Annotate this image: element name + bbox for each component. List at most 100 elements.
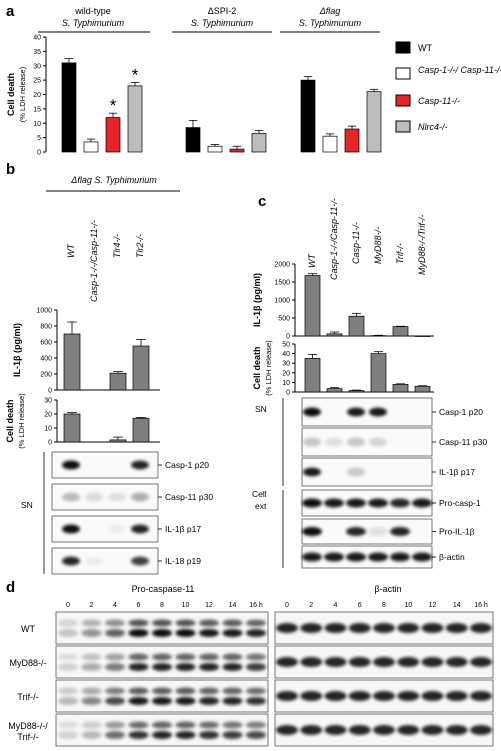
time-label: 16 h xyxy=(249,602,263,609)
y-tick-label: 20 xyxy=(282,370,290,377)
bar xyxy=(370,335,387,337)
blot-band xyxy=(470,691,492,701)
blot-band xyxy=(397,691,420,701)
bar xyxy=(83,141,99,153)
panel-b-column-labels: WT Casp-1-/-/Casp-11-/- Tlr4-/- Tlr2-/- xyxy=(66,220,145,302)
blot-band xyxy=(445,691,468,701)
y-tick-label: 10 xyxy=(33,121,41,128)
blot-band xyxy=(81,629,102,637)
blot-band xyxy=(246,731,266,739)
blot-strip xyxy=(55,611,269,645)
y-axis-label: Cell death xyxy=(5,399,15,442)
blot-band xyxy=(85,556,103,566)
panel-a-group-headers: wild-type S. Typhimurium ΔSPI-2 S. Typhi… xyxy=(38,6,380,33)
blot-band xyxy=(390,527,410,536)
bar xyxy=(414,335,431,337)
panel-c-sn-label: SN xyxy=(255,404,267,414)
panel-d-title-right: β-actin xyxy=(374,584,401,594)
blot-band xyxy=(246,629,266,637)
blot-band xyxy=(128,687,149,695)
group-header-line1: wild-type xyxy=(74,6,111,16)
blot-band xyxy=(368,498,388,508)
blot-band xyxy=(222,629,243,637)
blot-band xyxy=(81,731,102,739)
bar xyxy=(366,91,382,153)
time-label: 16 h xyxy=(474,602,488,609)
blot-band xyxy=(105,687,125,695)
blot-band xyxy=(373,691,395,701)
time-label: 2 xyxy=(90,602,94,609)
y-tick-label: 35 xyxy=(33,49,41,56)
time-label: 10 xyxy=(182,602,190,609)
bar xyxy=(322,135,338,153)
y-tick-label: 500 xyxy=(278,316,290,323)
blot-band xyxy=(397,623,420,633)
bar xyxy=(304,275,321,337)
group-header-line1: Δflag xyxy=(319,6,341,16)
legend-entry: Casp-11-/- xyxy=(418,96,460,106)
band-label: Casp-1 p20 xyxy=(439,407,483,417)
band-label: Casp-11 p30 xyxy=(439,437,487,447)
time-label: 8 xyxy=(382,602,386,609)
blot-band xyxy=(348,725,371,735)
blot-band xyxy=(152,721,172,729)
blot-band xyxy=(348,623,371,633)
y-tick-label: 15 xyxy=(33,106,41,113)
column-label: WT xyxy=(307,253,317,268)
blot-band xyxy=(300,691,323,701)
time-label: 6 xyxy=(358,602,362,609)
blot-band xyxy=(62,492,80,502)
time-label: 12 xyxy=(205,602,213,609)
time-label: 4 xyxy=(334,602,338,609)
y-tick-label: 30 xyxy=(33,63,41,70)
blot-band xyxy=(246,721,266,729)
blot-band xyxy=(222,653,243,661)
panel-c-ext-label: ext xyxy=(255,501,267,511)
time-label: 8 xyxy=(160,602,164,609)
blot-band xyxy=(199,629,219,637)
blot-band xyxy=(222,697,243,705)
bar xyxy=(229,148,245,153)
blot-band xyxy=(175,619,196,627)
blot-band xyxy=(369,437,387,447)
blot-band xyxy=(175,721,196,729)
legend-entry: Nlrc4-/- xyxy=(418,122,448,132)
blot-band xyxy=(222,663,243,671)
blot-band xyxy=(199,697,219,705)
blot-band xyxy=(58,619,78,627)
blot-band xyxy=(199,619,219,627)
blot-band xyxy=(62,524,80,534)
y-tick-label: 10 xyxy=(44,426,52,433)
blot-band xyxy=(58,687,78,695)
column-label: Tlr2-/- xyxy=(135,234,145,258)
y-tick-label: 50 xyxy=(282,342,290,349)
blot-band xyxy=(222,619,243,627)
y-tick-label: 30 xyxy=(44,398,52,405)
y-tick-label: 0 xyxy=(286,390,290,397)
legend-entry: WT xyxy=(418,43,432,53)
band-label: IL-1β p17 xyxy=(439,467,475,477)
blot-band xyxy=(175,687,196,695)
blot-band xyxy=(445,657,468,667)
blot-band xyxy=(303,437,321,447)
blot-band xyxy=(324,657,347,667)
blot-band xyxy=(199,687,219,695)
blot-band xyxy=(246,619,266,627)
blot-band xyxy=(175,731,196,739)
blot-band xyxy=(412,498,432,508)
blot-band xyxy=(105,653,125,661)
blot-band xyxy=(324,623,347,633)
blot-band xyxy=(470,657,492,667)
blot-band xyxy=(58,697,78,705)
y-axis-label: IL-1β (pg/ml) xyxy=(12,323,22,377)
bar xyxy=(304,358,321,393)
blot-band xyxy=(81,721,102,729)
blot-band xyxy=(131,492,149,502)
blot-band xyxy=(302,527,322,536)
blot-band xyxy=(347,437,365,447)
column-label: Trif-/- xyxy=(395,243,405,264)
blot-strip xyxy=(301,427,433,457)
time-label: 14 xyxy=(453,602,461,609)
panel-a-label: a xyxy=(6,3,15,20)
